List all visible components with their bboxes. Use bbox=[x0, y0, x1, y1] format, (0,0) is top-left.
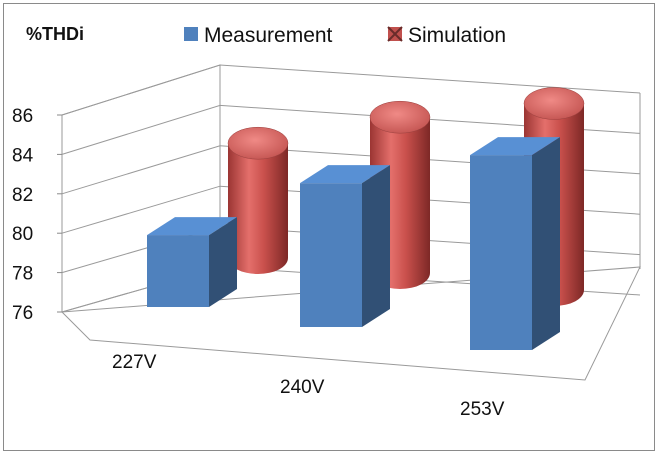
x-axis-categories: 227V 240V 253V bbox=[112, 352, 505, 420]
cylinder-top bbox=[523, 87, 585, 120]
box-top bbox=[147, 217, 237, 236]
series-measurement bbox=[147, 137, 560, 350]
box-front bbox=[147, 235, 209, 307]
y-axis-label: %THDi bbox=[26, 24, 84, 44]
box-side bbox=[532, 137, 560, 350]
y-tick-label: 86 bbox=[12, 106, 33, 127]
legend-label: Simulation bbox=[408, 24, 506, 47]
legend-label: Measurement bbox=[204, 24, 333, 47]
y-tick-label: 80 bbox=[12, 224, 33, 245]
box-side bbox=[209, 217, 237, 307]
gridline bbox=[61, 64, 641, 116]
legend-item: Simulation bbox=[387, 24, 506, 47]
legend: Measurement Simulation bbox=[184, 24, 506, 47]
legend-swatch bbox=[184, 27, 198, 41]
measurement-box bbox=[470, 137, 560, 350]
y-tick-label: 82 bbox=[12, 185, 33, 206]
box-front bbox=[300, 183, 362, 327]
measurement-box bbox=[147, 217, 237, 307]
simulation-cylinder bbox=[227, 126, 289, 274]
y-axis-ticks: 76 78 80 82 84 86 bbox=[12, 106, 62, 324]
box-front bbox=[470, 155, 532, 350]
y-tick-label: 84 bbox=[12, 145, 34, 166]
y-tick-label: 78 bbox=[12, 264, 33, 285]
legend-swatch-mark bbox=[387, 26, 403, 42]
cylinder-top bbox=[369, 100, 431, 134]
gridline bbox=[61, 104, 641, 155]
box-side bbox=[362, 165, 390, 327]
legend-item: Measurement bbox=[184, 24, 333, 47]
cylinder-top bbox=[227, 126, 289, 160]
y-tick-label: 76 bbox=[12, 303, 33, 324]
x-category-label: 240V bbox=[280, 377, 325, 398]
cylinder-body bbox=[228, 143, 288, 274]
box-top bbox=[300, 165, 390, 184]
box-top bbox=[470, 137, 560, 156]
measurement-box bbox=[300, 165, 390, 327]
x-category-label: 253V bbox=[460, 399, 505, 420]
x-category-label: 227V bbox=[112, 352, 157, 373]
